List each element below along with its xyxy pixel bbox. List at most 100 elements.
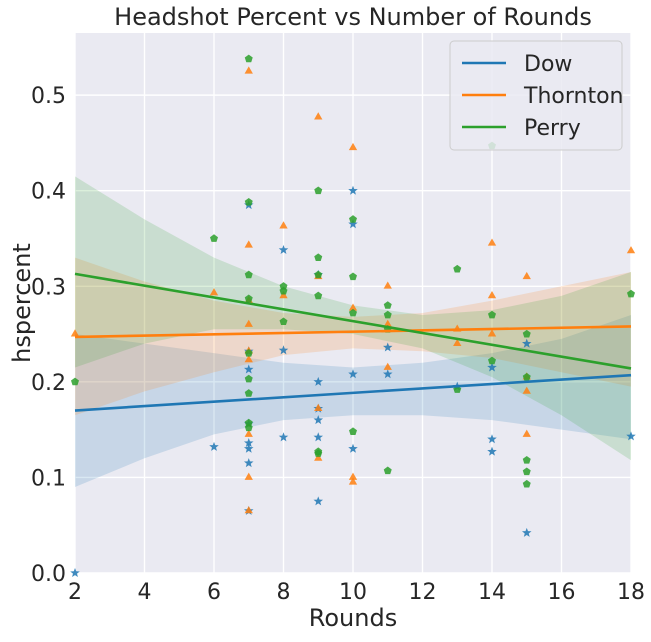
point-perry bbox=[244, 294, 253, 303]
point-thornton bbox=[453, 338, 462, 347]
point-perry bbox=[314, 186, 323, 195]
point-thornton bbox=[314, 112, 323, 120]
point-thornton bbox=[487, 238, 497, 246]
x-tick-label: 12 bbox=[409, 580, 437, 605]
legend-label-dow: Dow bbox=[524, 52, 572, 77]
point-dow bbox=[626, 431, 636, 441]
point-dow bbox=[313, 415, 324, 425]
point-thornton bbox=[487, 291, 497, 299]
point-dow bbox=[348, 185, 358, 195]
point-dow bbox=[313, 376, 324, 386]
point-perry bbox=[210, 234, 218, 242]
point-perry bbox=[627, 289, 635, 298]
x-tick-label: 4 bbox=[138, 580, 152, 605]
regression-line-thornton bbox=[74, 325, 632, 339]
point-perry bbox=[522, 467, 531, 476]
point-thornton bbox=[279, 221, 288, 229]
point-perry bbox=[488, 356, 496, 365]
point-thornton bbox=[383, 281, 392, 289]
point-thornton bbox=[348, 142, 358, 151]
x-tick-label: 16 bbox=[548, 580, 576, 605]
point-dow bbox=[278, 244, 289, 254]
x-tick-label: 10 bbox=[339, 580, 367, 605]
y-tick-label: 0.3 bbox=[31, 275, 66, 300]
point-dow bbox=[243, 443, 254, 453]
point-perry bbox=[349, 215, 357, 223]
point-thornton bbox=[348, 472, 358, 480]
point-perry bbox=[314, 291, 323, 300]
legend: Dow Thornton Perry bbox=[449, 40, 623, 151]
point-dow bbox=[278, 345, 289, 355]
y-tick-label: 0.0 bbox=[31, 562, 66, 587]
y-tick-label: 0.1 bbox=[31, 466, 66, 491]
point-thornton bbox=[522, 429, 531, 437]
regression-line-perry bbox=[74, 272, 632, 370]
point-perry bbox=[383, 466, 392, 475]
point-dow bbox=[70, 568, 80, 578]
point-thornton bbox=[522, 271, 531, 280]
point-perry bbox=[383, 310, 392, 319]
point-dow bbox=[487, 434, 497, 444]
point-thornton bbox=[348, 303, 358, 311]
point-perry bbox=[244, 374, 253, 383]
point-thornton bbox=[383, 362, 392, 370]
point-perry bbox=[279, 282, 288, 290]
x-axis-ticks: 2 4 6 8 10 12 14 16 18 bbox=[68, 580, 645, 605]
point-dow bbox=[348, 369, 358, 379]
y-axis-label: hspercent bbox=[8, 243, 36, 363]
point-perry bbox=[244, 197, 253, 206]
data-points bbox=[70, 54, 636, 578]
point-perry bbox=[314, 270, 323, 279]
y-axis-ticks: 0.0 0.1 0.2 0.3 0.4 0.5 bbox=[31, 84, 66, 587]
regression-line-dow bbox=[74, 373, 632, 412]
x-tick-label: 14 bbox=[478, 580, 506, 605]
point-dow bbox=[382, 369, 393, 379]
point-dow bbox=[243, 438, 254, 448]
point-thornton bbox=[314, 453, 323, 461]
point-perry bbox=[349, 272, 357, 281]
point-perry bbox=[314, 253, 323, 261]
point-perry bbox=[349, 427, 357, 435]
point-thornton bbox=[244, 429, 253, 437]
point-thornton bbox=[209, 288, 219, 296]
legend-box bbox=[449, 40, 623, 151]
point-dow bbox=[243, 458, 254, 468]
point-perry bbox=[349, 308, 357, 317]
legend-label-perry: Perry bbox=[524, 116, 581, 141]
point-perry bbox=[71, 377, 79, 386]
point-perry bbox=[522, 456, 531, 464]
point-thornton bbox=[626, 246, 636, 254]
point-thornton bbox=[314, 403, 323, 412]
point-thornton bbox=[244, 66, 253, 74]
point-thornton bbox=[244, 355, 253, 363]
point-perry bbox=[244, 348, 253, 357]
point-perry bbox=[383, 301, 392, 309]
point-perry bbox=[244, 270, 253, 279]
point-thornton bbox=[244, 319, 253, 327]
y-tick-label: 0.5 bbox=[31, 84, 66, 109]
chart-title: Headshot Percent vs Number of Rounds bbox=[114, 3, 592, 31]
point-thornton bbox=[348, 477, 358, 485]
point-dow bbox=[348, 443, 358, 453]
point-dow bbox=[313, 496, 324, 506]
point-dow bbox=[521, 527, 532, 537]
confidence-band-thornton bbox=[75, 257, 631, 416]
point-dow bbox=[209, 441, 219, 451]
point-thornton bbox=[522, 386, 531, 394]
regression-lines bbox=[74, 272, 632, 412]
point-thornton bbox=[279, 291, 288, 299]
point-perry bbox=[279, 286, 288, 295]
point-thornton bbox=[244, 472, 253, 480]
point-perry bbox=[244, 389, 253, 397]
legend-label-thornton: Thornton bbox=[523, 84, 623, 109]
point-dow bbox=[487, 362, 497, 372]
point-perry bbox=[522, 479, 531, 488]
x-tick-label: 2 bbox=[68, 580, 82, 605]
point-dow bbox=[382, 342, 393, 352]
point-dow bbox=[487, 446, 497, 456]
x-axis-label: Rounds bbox=[309, 604, 397, 632]
point-perry bbox=[314, 449, 323, 457]
x-tick-label: 18 bbox=[617, 580, 645, 605]
